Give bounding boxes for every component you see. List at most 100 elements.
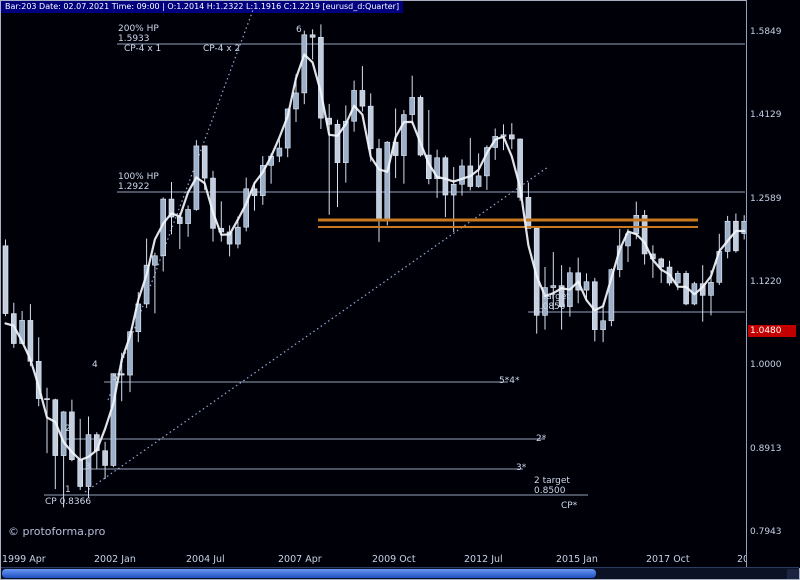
candle-body [293,92,299,110]
chart-annotation: 5*4* [499,376,520,386]
copyright-watermark: © protoforma.pro [8,525,106,538]
candle-body [384,141,391,221]
candle-body [276,147,283,157]
chart-annotation: CP* [561,501,578,511]
candle-body [459,165,465,185]
time-axis-label: 2015 Jan [556,554,598,565]
candle-body [367,105,374,149]
chart-annotation: 2 [65,424,71,434]
candle-body [600,320,606,330]
candle-body [226,231,233,245]
candle-body [110,373,117,466]
chart-annotation: 1 [65,485,71,495]
candle-body [641,215,648,255]
candle-body [168,198,175,218]
candle-body [475,175,482,187]
chart-annotation: 3 [85,462,91,472]
candle-body [633,215,640,235]
candle-body [284,108,291,149]
chart-annotation: 200% HP [118,24,159,34]
candle-body [309,34,316,38]
ma-line [4,53,746,462]
time-axis-label: 2004 Jul [186,554,225,565]
horizontal-scrollbar[interactable] [1,567,799,579]
chart-annotation: 1 target [534,292,570,302]
candle-body [201,145,208,179]
chart-annotation: 0.8500 [534,486,566,496]
price-axis-label: 1.1220 [750,277,782,287]
candle-body [434,157,440,179]
price-alert-tag: 1.0480 [748,325,796,338]
chart-annotation: 2 target [534,476,570,486]
resize-grip[interactable] [787,569,799,579]
candle-body [450,183,457,196]
candle-body [77,459,83,487]
chart-annotation: 4 [92,360,98,370]
candle-body [376,148,382,221]
candle-body [185,209,191,224]
candle-body [674,273,681,284]
candle-body [85,434,92,487]
price-axis-label: 1.4129 [750,110,782,121]
chart-annotation: 5 [112,373,118,383]
candle-body [235,226,241,245]
candle-body [484,147,490,177]
candle-body [658,258,665,268]
candle-body [608,269,615,322]
candle-body [318,37,324,119]
price-axis[interactable]: 1.5849 1.4129 1.2589 1.1220 1.0000 0.8913 0.79… [746,0,800,568]
candle-body [301,34,308,94]
candle-body [409,97,416,115]
candle-body [533,228,540,316]
trendline-dotted [84,166,549,493]
candle-body [342,120,349,163]
price-axis-label: 0.8913 [750,443,782,454]
info-bar: Bar:203 Date: 02.07.2021 Time: 09:00 | O… [1,1,404,13]
scrollbar-thumb[interactable] [2,569,596,578]
chart-annotation: CP 0.8366 [45,497,91,507]
price-axis-label: 0.7943 [750,527,782,538]
candle-body [517,138,523,198]
chart-annotation: CP-4 x 1 [124,44,161,54]
candle-body [417,97,424,156]
time-axis-label: 2002 Jan [94,554,136,565]
candle-body [741,220,746,234]
candle-body [550,285,557,288]
candle-body [733,220,739,252]
chart-annotation: 100% HP [118,172,159,182]
candle-body [401,114,407,156]
chart-annotation: CP-4 x 2 [203,44,240,54]
candle-body [359,90,366,107]
candle-body [708,282,714,296]
candle-body [334,124,341,163]
chart-annotation: 6 [296,25,302,35]
candle-body [102,450,108,466]
candle-body [259,165,266,196]
price-axis-label: 1.5849 [750,26,782,37]
price-axis-label: 1.0000 [750,360,782,371]
candle-body [583,281,590,291]
candle-body [442,157,449,196]
candle-body [69,411,75,460]
trendline-dotted [107,9,254,401]
candle-body [152,255,158,266]
chart-annotation: 3* [516,463,527,473]
candle-body [724,220,731,252]
candle-body [591,281,598,330]
candle-body [525,197,532,229]
time-axis-label: 2009 Oct [372,554,416,565]
chart-annotation: 1.0850 [534,302,566,312]
candle-body [44,398,50,400]
candle-body [2,245,9,314]
price-axis-label: 1.2589 [750,193,782,204]
chart-annotation: 1.2922 [118,182,150,192]
info-bar-text: Bar:203 Date: 02.07.2021 Time: 09:00 | O… [5,2,400,11]
chart-annotation: 2* [536,434,547,444]
candle-body [177,216,183,224]
candle-body [558,285,565,307]
time-axis-label: 2017 Oct [646,554,690,565]
time-axis-label: 20 [737,554,746,565]
time-axis-label: 2007 Apr [278,554,322,565]
